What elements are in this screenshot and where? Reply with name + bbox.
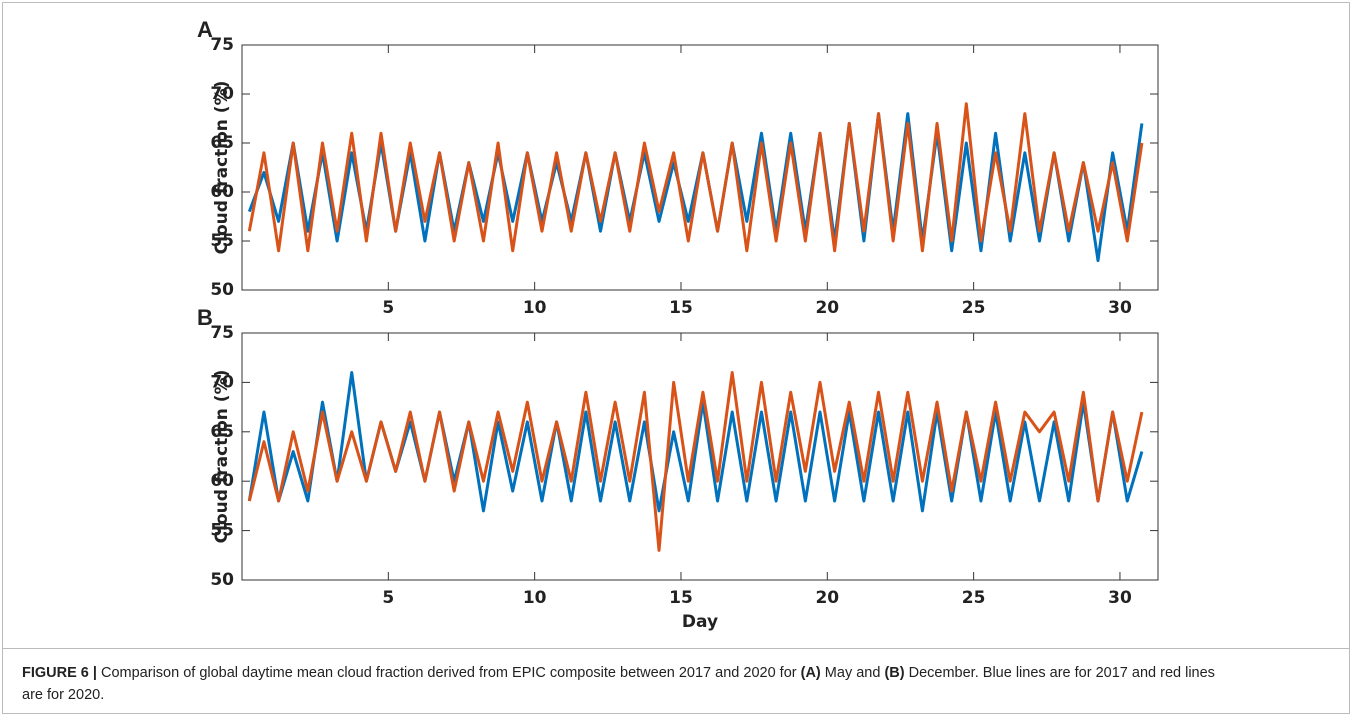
line-series (247, 371, 1144, 552)
x-tick-label: 25 (962, 588, 986, 608)
x-tick-label: 5 (382, 298, 394, 318)
x-tick-label: 20 (815, 298, 839, 318)
x-axis-label: Day (682, 612, 718, 632)
y-tick-label: 50 (210, 280, 234, 300)
y-tick-label: 55 (210, 521, 234, 541)
x-tick-label: 25 (962, 298, 986, 318)
y-tick-label: 75 (210, 35, 234, 55)
separator (2, 648, 1350, 649)
y-tick-label: 65 (210, 422, 234, 442)
y-tick-label: 50 (210, 570, 234, 590)
plot-frame (241, 332, 1159, 581)
x-tick-label: 10 (523, 588, 547, 608)
chart: A Cloud fraction (%) 50 55 60 65 70 75 5 10 15 20 25… (197, 17, 1159, 632)
line-series (247, 112, 1144, 263)
x-tick-label: 5 (382, 588, 394, 608)
caption-text: December. Blue lines are for 2017 and re… (22, 665, 1215, 703)
x-tick-label: 20 (815, 588, 839, 608)
caption: FIGURE 6 | Comparison of global daytime … (22, 662, 1222, 706)
x-tick-label: 15 (669, 588, 693, 608)
plot-frame (241, 44, 1159, 291)
y-tick-label: 55 (210, 231, 234, 251)
caption-ref: (B) (884, 665, 905, 681)
caption-ref: (A) (800, 665, 821, 681)
x-tick-label: 10 (523, 298, 547, 318)
y-tick-label: 60 (210, 471, 234, 491)
line-series (247, 102, 1144, 253)
x-tick-label: 15 (669, 298, 693, 318)
y-tick-label: 65 (210, 133, 234, 153)
caption-label: FIGURE 6 | (22, 665, 97, 681)
y-axis-label: Cloud fraction (%) (212, 81, 232, 255)
y-tick-label: 75 (210, 323, 234, 343)
y-tick-label: 70 (210, 84, 234, 104)
x-tick-label: 30 (1108, 588, 1132, 608)
caption-text: May and (824, 665, 881, 681)
y-axis-label: Cloud fraction (%) (212, 370, 232, 544)
panel-label: A (197, 17, 213, 42)
panel-label: B (197, 305, 213, 330)
y-tick-label: 70 (210, 372, 234, 392)
x-tick-label: 30 (1108, 298, 1132, 318)
y-tick-label: 60 (210, 182, 234, 202)
caption-text: Comparison of global daytime mean cloud … (101, 665, 797, 681)
